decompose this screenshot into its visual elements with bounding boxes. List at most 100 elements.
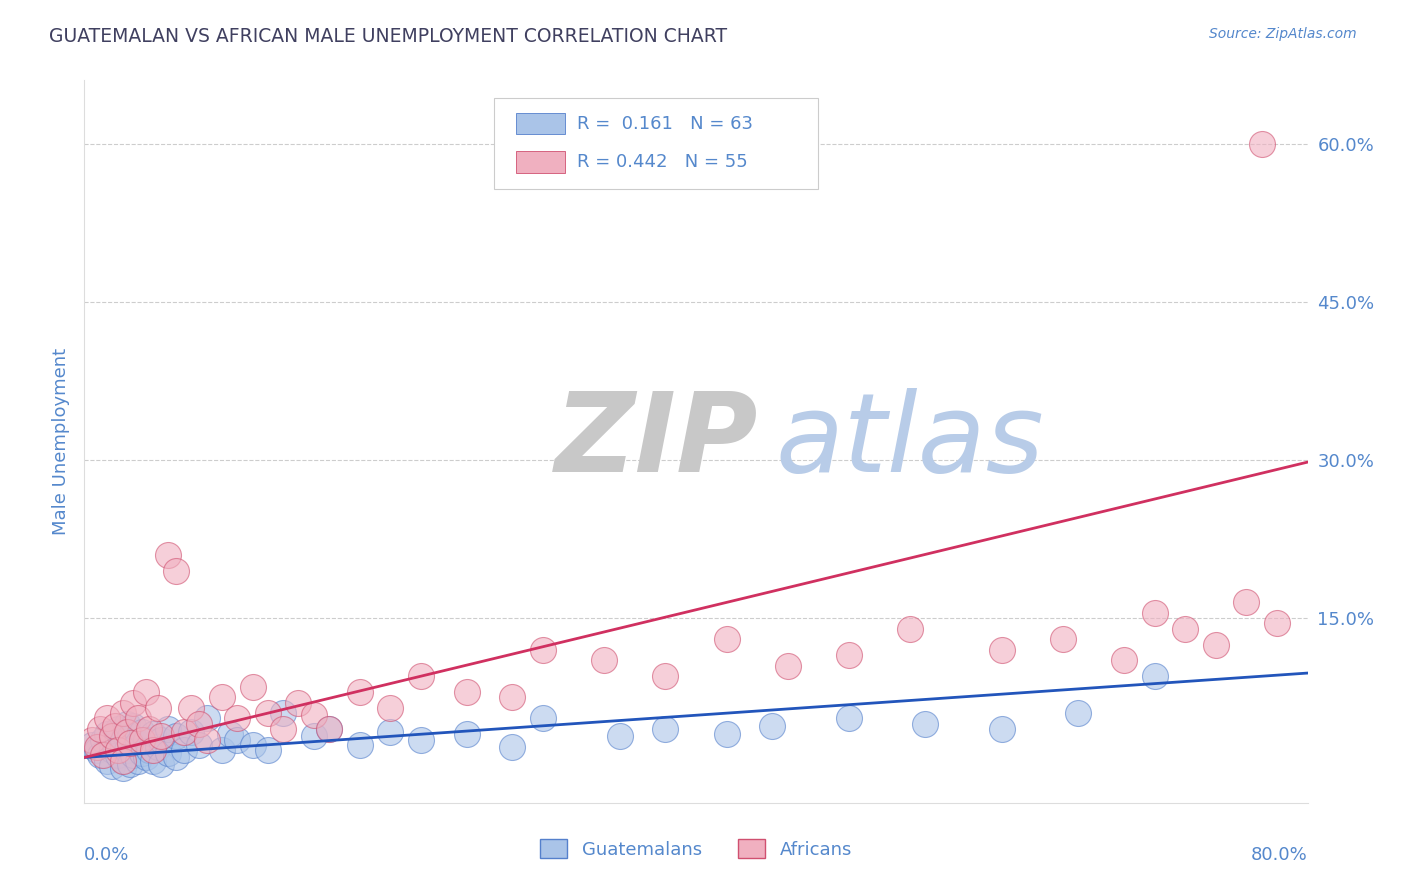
Point	[380, 701, 402, 715]
Point	[127, 754, 149, 768]
Point	[89, 748, 111, 763]
Point	[1052, 632, 1074, 647]
Point	[101, 730, 124, 744]
Text: Source: ZipAtlas.com: Source: ZipAtlas.com	[1209, 27, 1357, 41]
Point	[838, 648, 860, 662]
Point	[195, 732, 218, 747]
Point	[120, 736, 142, 750]
Point	[531, 643, 554, 657]
Point	[149, 732, 172, 747]
Point	[157, 548, 180, 562]
Point	[180, 725, 202, 739]
Point	[1067, 706, 1090, 720]
FancyBboxPatch shape	[516, 151, 565, 173]
Point	[96, 711, 118, 725]
Point	[242, 680, 264, 694]
Point	[135, 685, 157, 699]
Point	[218, 727, 240, 741]
Legend: Guatemalans, Africans: Guatemalans, Africans	[533, 832, 859, 866]
Point	[131, 732, 153, 747]
Point	[138, 722, 160, 736]
Point	[149, 756, 172, 771]
Point	[914, 716, 936, 731]
Point	[107, 743, 129, 757]
Point	[271, 722, 294, 736]
Point	[89, 722, 111, 736]
Point	[302, 708, 325, 723]
Point	[111, 754, 134, 768]
Point	[380, 725, 402, 739]
Point	[115, 716, 138, 731]
Point	[716, 727, 738, 741]
Point	[165, 750, 187, 764]
Point	[86, 743, 108, 757]
Point	[898, 622, 921, 636]
Point	[1236, 595, 1258, 609]
Text: atlas: atlas	[776, 388, 1045, 495]
Point	[211, 743, 233, 757]
Point	[115, 725, 138, 739]
Point	[122, 748, 145, 763]
Point	[287, 696, 309, 710]
Point	[142, 743, 165, 757]
Point	[271, 706, 294, 720]
Y-axis label: Male Unemployment: Male Unemployment	[52, 348, 70, 535]
FancyBboxPatch shape	[494, 98, 818, 189]
Point	[776, 658, 799, 673]
Point	[991, 643, 1014, 657]
Point	[111, 754, 134, 768]
Point	[135, 732, 157, 747]
Point	[1143, 669, 1166, 683]
Point	[104, 738, 127, 752]
Point	[654, 722, 676, 736]
Point	[593, 653, 616, 667]
Point	[1250, 136, 1272, 151]
Text: ZIP: ZIP	[555, 388, 759, 495]
Point	[1143, 606, 1166, 620]
Point	[226, 711, 249, 725]
Point	[242, 738, 264, 752]
Point	[107, 748, 129, 763]
Text: GUATEMALAN VS AFRICAN MALE UNEMPLOYMENT CORRELATION CHART: GUATEMALAN VS AFRICAN MALE UNEMPLOYMENT …	[49, 27, 727, 45]
Point	[107, 722, 129, 736]
Point	[122, 719, 145, 733]
Point	[1265, 616, 1288, 631]
Point	[138, 743, 160, 757]
Point	[127, 711, 149, 725]
Point	[135, 750, 157, 764]
Point	[180, 701, 202, 715]
Point	[173, 725, 195, 739]
Point	[318, 722, 340, 736]
Point	[120, 730, 142, 744]
Point	[991, 722, 1014, 736]
Point	[131, 725, 153, 739]
Point	[91, 748, 114, 763]
Text: R =  0.161   N = 63: R = 0.161 N = 63	[578, 115, 754, 133]
Point	[157, 746, 180, 760]
Point	[349, 685, 371, 699]
Point	[502, 739, 524, 754]
Point	[91, 732, 114, 747]
Point	[502, 690, 524, 705]
Point	[531, 711, 554, 725]
Point	[115, 743, 138, 757]
Point	[146, 701, 169, 715]
Point	[609, 730, 631, 744]
Point	[1114, 653, 1136, 667]
Point	[716, 632, 738, 647]
Text: 0.0%: 0.0%	[84, 847, 129, 864]
Point	[257, 743, 280, 757]
Point	[1174, 622, 1197, 636]
Point	[127, 736, 149, 750]
Point	[142, 727, 165, 741]
Point	[157, 722, 180, 736]
Point	[131, 746, 153, 760]
Point	[302, 730, 325, 744]
Point	[96, 727, 118, 741]
Point	[165, 564, 187, 578]
Point	[149, 730, 172, 744]
Point	[349, 738, 371, 752]
Point	[120, 756, 142, 771]
Point	[838, 711, 860, 725]
Point	[188, 738, 211, 752]
